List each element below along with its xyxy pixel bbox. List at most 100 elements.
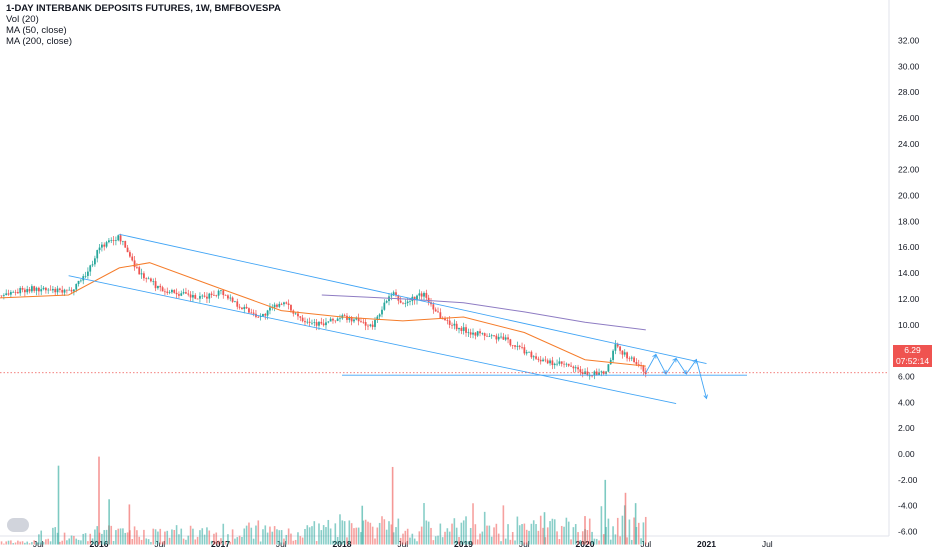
candle-body-226 (423, 293, 425, 297)
candle-body-189 (337, 319, 339, 321)
candle-body-76 (73, 290, 75, 292)
candle-body-99 (127, 248, 129, 253)
volume-bar-196 (353, 528, 355, 544)
candle-body-272 (530, 352, 532, 357)
volume-bar-128 (194, 539, 196, 544)
candle-body-67 (52, 289, 54, 290)
candle-body-124 (185, 292, 187, 293)
candle-body-144 (232, 298, 234, 302)
volume-bar-284 (559, 539, 561, 544)
candle-body-311 (622, 351, 624, 355)
candle-body-307 (612, 351, 614, 360)
candle-body-118 (171, 290, 173, 292)
volume-bar-276 (540, 516, 542, 545)
candle-body-74 (68, 290, 70, 291)
y-tick-label-1: 30.00 (898, 61, 920, 71)
candle-body-149 (243, 307, 245, 309)
volume-bar-238 (451, 524, 453, 545)
y-tick-label-17: -2.00 (898, 475, 918, 485)
volume-bar-243 (463, 520, 465, 544)
volume-bar-133 (206, 527, 208, 544)
candle-body-83 (89, 265, 91, 271)
y-tick-label-7: 18.00 (898, 216, 920, 226)
candle-body-101 (131, 257, 133, 261)
volume-bar-256 (493, 527, 495, 544)
volume-bar-274 (535, 524, 537, 544)
volume-bar-193 (346, 537, 348, 544)
candle-body-127 (192, 295, 194, 297)
volume-bar-291 (575, 524, 577, 544)
volume-bar-80 (82, 534, 84, 545)
candle-body-230 (432, 304, 434, 309)
volume-bar-300 (596, 539, 598, 545)
volume-bar-209 (384, 519, 386, 544)
volume-bar-118 (171, 529, 173, 544)
candle-body-247 (472, 333, 474, 335)
candle-body-78 (78, 281, 80, 284)
candle-body-282 (554, 364, 556, 365)
candle-body-58 (31, 286, 33, 291)
candle-body-181 (318, 322, 320, 326)
candle-body-225 (421, 293, 423, 296)
volume-bar-46 (3, 544, 5, 545)
volume-bar-119 (173, 530, 175, 545)
volume-bar-257 (496, 524, 498, 545)
volume-bar-309 (617, 518, 619, 545)
volume-bar-204 (372, 527, 374, 545)
volume-bar-117 (169, 538, 171, 545)
volume-bar-156 (260, 541, 262, 544)
volume-bar-244 (465, 516, 467, 544)
candle-body-277 (542, 360, 544, 362)
volume-bar-97 (122, 528, 124, 544)
candle-body-165 (281, 304, 283, 305)
volume-bar-131 (201, 528, 203, 544)
volume-bar-270 (526, 530, 528, 545)
candle-body-129 (197, 299, 199, 300)
candle-body-180 (316, 322, 318, 326)
candle-body-240 (456, 324, 458, 329)
volume-bar-77 (75, 539, 77, 545)
y-tick-label-11: 10.00 (898, 320, 920, 330)
candle-body-160 (269, 307, 271, 310)
candle-body-137 (215, 295, 217, 296)
x-tick-label-13: 2021 (697, 539, 716, 549)
candle-body-212 (390, 295, 392, 296)
candle-body-217 (402, 303, 404, 304)
volume-bar-225 (421, 527, 423, 545)
candle-body-204 (372, 325, 374, 327)
volume-bar-235 (444, 532, 446, 545)
candle-body-265 (514, 345, 516, 347)
volume-spike-1 (98, 457, 100, 545)
volume-bar-188 (335, 523, 337, 544)
volume-bar-134 (208, 531, 210, 545)
volume-bar-241 (458, 537, 460, 544)
y-tick-label-19: -6.00 (898, 527, 918, 537)
volume-bar-86 (96, 526, 98, 544)
candle-body-238 (451, 325, 453, 326)
candle-body-75 (71, 290, 73, 292)
volume-bar-239 (454, 518, 456, 544)
x-tick-label-14: Jul (762, 539, 773, 549)
volume-bar-206 (377, 528, 379, 545)
candle-body-65 (47, 290, 49, 291)
candle-body-171 (295, 314, 297, 315)
volume-bar-54 (22, 541, 24, 544)
volume-bar-267 (519, 525, 521, 544)
volume-bar-148 (241, 537, 243, 545)
candle-body-176 (306, 322, 308, 323)
candle-body-205 (374, 320, 376, 327)
candle-body-47 (5, 293, 7, 295)
candle-body-45 (1, 295, 3, 296)
candle-body-255 (491, 335, 493, 336)
volume-bar-176 (307, 525, 309, 544)
volume-bar-236 (447, 528, 449, 544)
volume-bar-55 (24, 543, 26, 545)
candle-body-271 (528, 352, 530, 353)
tradingview-logo-icon (7, 518, 29, 532)
volume-bar-70 (59, 542, 61, 545)
volume-bar-71 (61, 541, 63, 545)
volume-bar-245 (468, 541, 470, 544)
candle-body-63 (43, 288, 45, 289)
candle-body-248 (474, 333, 476, 336)
candle-body-128 (194, 295, 196, 299)
